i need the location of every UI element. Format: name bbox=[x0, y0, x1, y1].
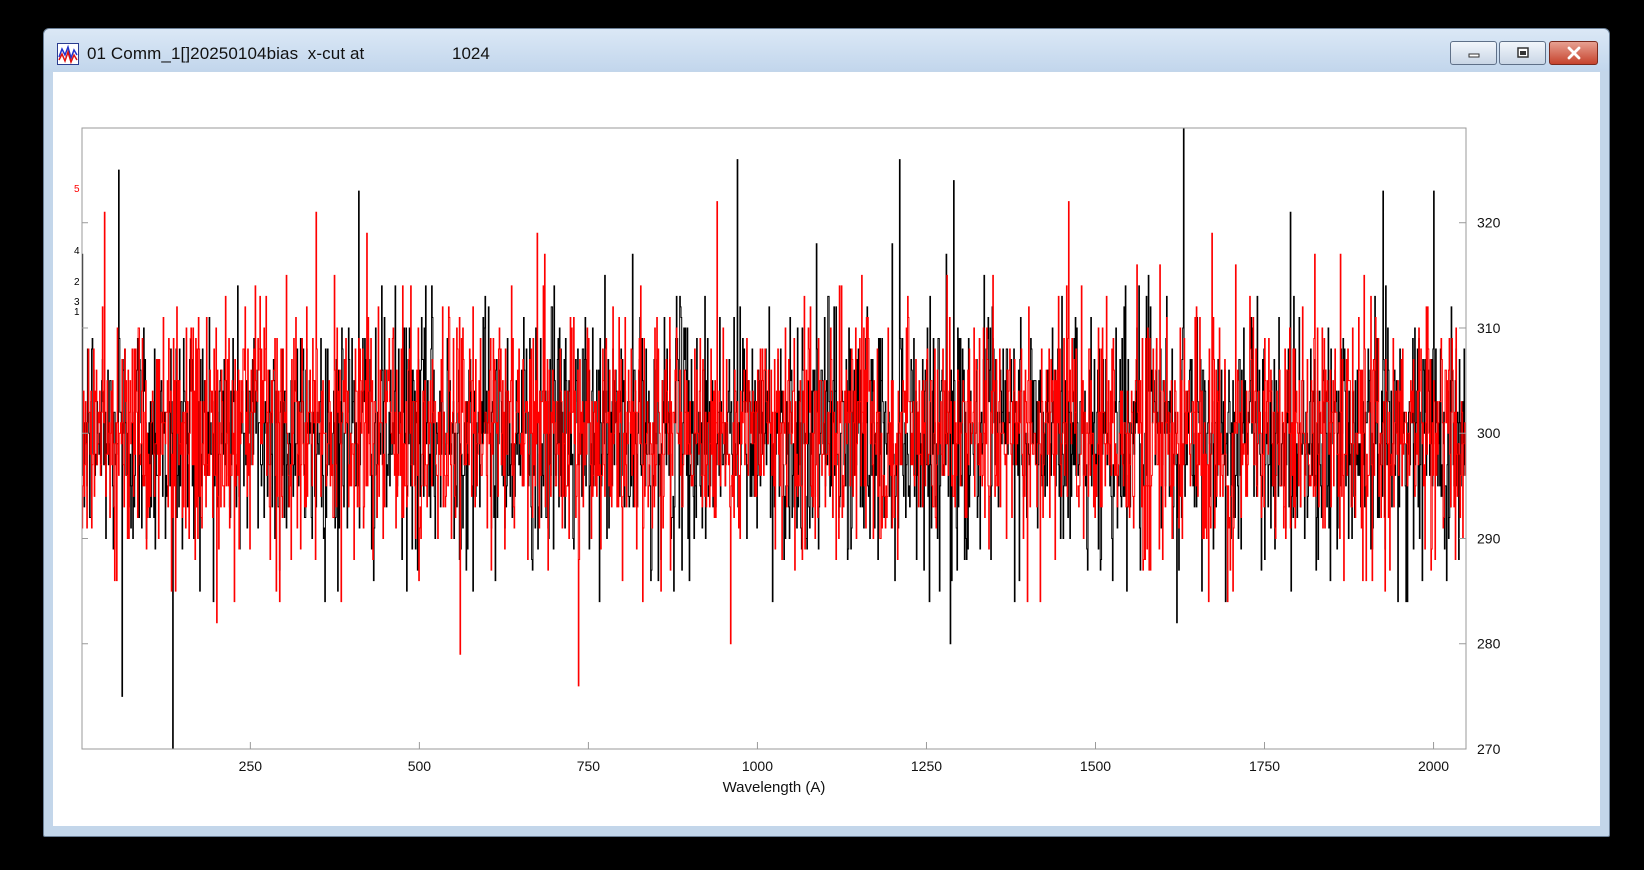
left-axis-mark: 3 bbox=[74, 297, 80, 308]
x-tick-label: 1250 bbox=[911, 758, 942, 774]
spectrum-plot-icon bbox=[57, 43, 79, 65]
plot-window: 01 Comm_1[]20250104bias x-cut at 1024 25… bbox=[43, 28, 1610, 837]
series-line-2 bbox=[82, 201, 1466, 687]
maximize-button[interactable] bbox=[1499, 41, 1546, 65]
y-tick-label: 280 bbox=[1477, 636, 1501, 652]
left-axis-mark: 1 bbox=[74, 307, 80, 318]
minimize-button[interactable] bbox=[1450, 41, 1497, 65]
y-tick-label: 310 bbox=[1477, 320, 1501, 336]
y-tick-label: 290 bbox=[1477, 530, 1501, 546]
x-tick-label: 2000 bbox=[1418, 758, 1449, 774]
x-tick-label: 750 bbox=[577, 758, 601, 774]
close-icon bbox=[1567, 46, 1580, 60]
minimize-icon bbox=[1468, 53, 1479, 58]
plot-series-group bbox=[82, 128, 1466, 749]
maximize-icon bbox=[1516, 47, 1529, 58]
x-tick-label: 250 bbox=[239, 758, 263, 774]
title-bar[interactable]: 01 Comm_1[]20250104bias x-cut at 1024 bbox=[44, 29, 1609, 71]
x-tick-label: 500 bbox=[408, 758, 432, 774]
x-tick-label: 1500 bbox=[1080, 758, 1111, 774]
plot-frame bbox=[81, 127, 1467, 750]
x-tick-label: 1750 bbox=[1249, 758, 1280, 774]
close-button[interactable] bbox=[1549, 41, 1598, 65]
y-tick-label: 320 bbox=[1477, 215, 1501, 231]
left-axis-mark: 4 bbox=[74, 246, 80, 257]
window-title: 01 Comm_1[]20250104bias x-cut at bbox=[87, 44, 365, 63]
left-axis-mark: 2 bbox=[74, 277, 80, 288]
spectrum-chart[interactable]: 250 500 750 1000 1250 1500 1750 2000 270 280 290 30… bbox=[53, 72, 1600, 826]
left-axis-mark: 5 bbox=[74, 184, 80, 195]
x-axis-label: Wavelength (A) bbox=[723, 779, 826, 796]
y-tick-label: 270 bbox=[1477, 741, 1501, 757]
cut-position: 1024 bbox=[452, 44, 490, 63]
plot-area: 250 500 750 1000 1250 1500 1750 2000 270 280 290 30… bbox=[53, 72, 1600, 826]
x-tick-label: 1000 bbox=[742, 758, 773, 774]
y-tick-label: 300 bbox=[1477, 425, 1501, 441]
